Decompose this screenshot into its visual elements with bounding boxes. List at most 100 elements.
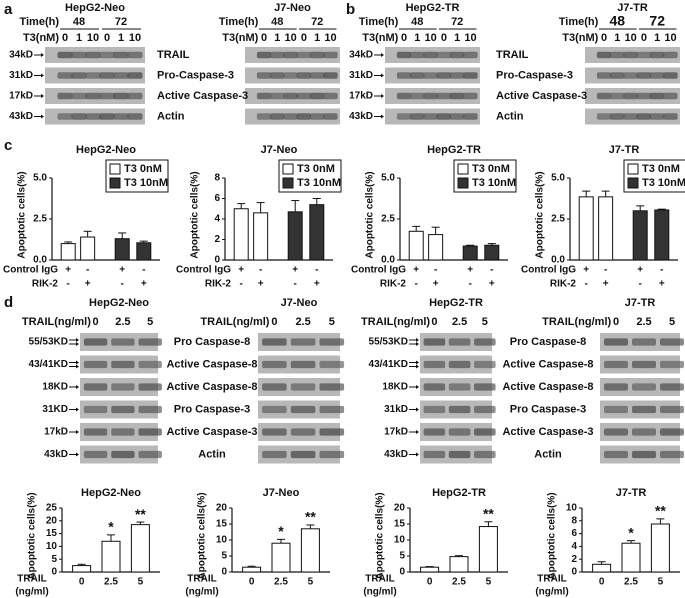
blot-band [474, 428, 496, 436]
blot-header: J7-Neo [281, 297, 318, 309]
blot-band [319, 383, 345, 391]
time-label: Time(h) [359, 16, 399, 28]
condition-label: RIK-2 [32, 279, 59, 290]
bar [654, 209, 670, 261]
y-tick-label: 4 [571, 541, 577, 552]
blot-band [262, 450, 287, 459]
marker-arrowhead [41, 94, 44, 98]
blot-band [632, 360, 656, 369]
blot-band [474, 383, 496, 391]
x-axis-label: TRAIL [17, 574, 46, 585]
condition-mark: + [603, 279, 609, 290]
protein-label: Actin [496, 110, 524, 122]
bar [130, 524, 150, 573]
dose-value: 5 [147, 316, 153, 328]
blot-band [636, 51, 652, 59]
dose-label: T3(nM) [362, 32, 398, 44]
marker-arrowhead [416, 385, 419, 389]
bar [233, 208, 249, 261]
x-axis-label: TRAIL [187, 574, 216, 585]
blot-band [256, 72, 272, 79]
blot-band [127, 72, 143, 79]
blot-band [310, 51, 325, 59]
blot-band [83, 428, 108, 436]
x-tick-label: 0 [79, 577, 85, 588]
dose-value: 2.5 [115, 316, 130, 328]
time-value: 48 [73, 16, 85, 28]
x-tick-label: 5 [658, 577, 664, 588]
blot-band [85, 113, 101, 120]
marker-arrowhead [41, 114, 44, 119]
time-value: 72 [649, 13, 665, 29]
dose-value: 1 [274, 32, 280, 44]
blot-band [319, 428, 345, 436]
blot-band [127, 51, 143, 59]
y-tick-label: 0.0 [551, 255, 565, 266]
blot-band [436, 113, 452, 120]
y-tick-label: 5 [221, 551, 227, 562]
condition-mark: + [65, 265, 71, 276]
blot-band [256, 92, 272, 100]
legend-swatch [457, 163, 469, 175]
marker-label: 34kD [9, 50, 33, 61]
blot-band [636, 72, 652, 79]
marker-label: 55/53KD [29, 337, 68, 348]
bar [420, 566, 440, 573]
blot-band [604, 405, 628, 414]
dose-value: 10 [284, 32, 296, 44]
condition-mark: - [294, 279, 297, 290]
condition-mark: + [467, 265, 473, 276]
condition-mark: - [415, 279, 418, 290]
dose-label: TRAIL(ng/ml) [22, 316, 91, 328]
condition-mark: + [258, 279, 264, 290]
blot-band [83, 360, 108, 369]
x-tick-label: 2.5 [274, 577, 288, 588]
blot-band [99, 92, 115, 100]
blot-header: HepG2-Neo [89, 297, 149, 309]
blot-band [57, 72, 73, 79]
dose-value: 1 [314, 32, 320, 44]
blot-band [632, 338, 656, 346]
marker-label: 43kD [44, 449, 68, 460]
y-tick-label: 2 [571, 554, 577, 565]
legend-swatch [457, 177, 469, 189]
protein-label: TRAIL [496, 49, 529, 61]
condition-mark: - [315, 265, 318, 276]
blot-band [113, 72, 129, 79]
blot-band [111, 450, 135, 459]
blot-band [423, 428, 446, 436]
bar [271, 542, 291, 573]
bar [80, 236, 96, 261]
y-axis-label: Apoptotic cells(%) [17, 171, 28, 258]
blot-band [310, 72, 325, 79]
blot-band [290, 450, 316, 459]
condition-mark: - [585, 279, 588, 290]
blot-band [262, 405, 287, 414]
y-tick-label: 6 [214, 193, 220, 204]
blot-band [83, 383, 108, 391]
blot-band [310, 92, 325, 100]
bar [478, 526, 498, 573]
bar [136, 242, 152, 261]
marker-arrowhead [416, 452, 419, 457]
bar [300, 528, 320, 573]
panel-label: b [346, 1, 355, 18]
condition-mark: + [85, 279, 91, 290]
condition-label: RIK-2 [380, 279, 407, 290]
y-tick-label: 5 [399, 551, 405, 562]
y-tick-label: 2 [214, 234, 220, 245]
dose-value: 1 [76, 32, 82, 44]
y-tick-label: 4 [214, 214, 220, 225]
y-tick-label: 5.0 [381, 173, 395, 184]
y-tick-label: 0.0 [381, 255, 395, 266]
blot-band [113, 51, 129, 59]
y-tick-label: 10 [394, 535, 406, 546]
blot-band [663, 92, 678, 100]
y-tick-label: 5 [51, 554, 57, 565]
blot-band [138, 450, 162, 459]
dose-value: 0 [401, 32, 407, 44]
condition-mark: + [141, 279, 147, 290]
y-axis-label: Apoptotic cells(%) [27, 492, 38, 579]
blot-band [290, 383, 316, 391]
marker-arrowhead [381, 114, 384, 119]
